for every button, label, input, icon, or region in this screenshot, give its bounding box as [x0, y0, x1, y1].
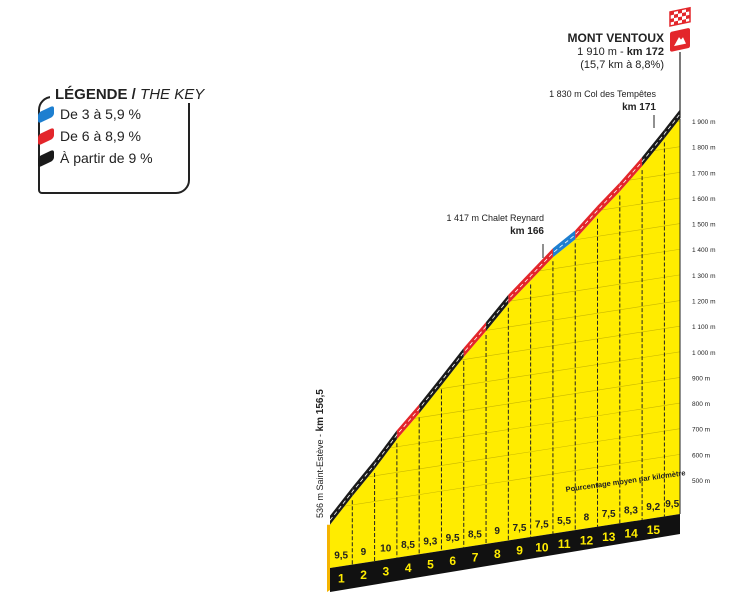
gridline	[344, 454, 681, 507]
gridline	[461, 325, 681, 361]
gradient-label: 10	[380, 543, 392, 554]
gridline	[390, 402, 681, 449]
km-label: 4	[405, 561, 412, 575]
km-label: 1	[338, 571, 345, 585]
road-segment	[597, 182, 620, 215]
legend-label: À partir de 9 %	[60, 150, 153, 166]
gradient-label: 8	[584, 512, 590, 523]
legend-label: De 3 à 5,9 %	[60, 106, 141, 122]
gridline	[486, 300, 681, 331]
gradient-label: 8,5	[401, 540, 415, 551]
km-label: 15	[647, 523, 661, 537]
mountain-badge-icon	[670, 28, 690, 52]
gridline	[414, 377, 681, 419]
road-segment	[419, 376, 442, 414]
gradient-label: 9,5	[334, 550, 348, 561]
gridline	[629, 172, 681, 181]
km-label: 11	[558, 537, 571, 551]
km-label: 13	[602, 530, 616, 544]
road-segment	[374, 430, 397, 470]
profile-front-face	[327, 524, 330, 592]
road-segment	[330, 487, 353, 525]
y-tick-label: 1 700 m	[692, 170, 716, 177]
y-tick-label: 900 m	[692, 375, 710, 382]
waypoint-col-tempetes: 1 830 m Col des Tempêtes	[549, 89, 656, 99]
road-segment	[642, 129, 665, 167]
road-segment	[619, 157, 643, 192]
y-tick-label: 1 900 m	[692, 119, 716, 126]
gridline	[368, 428, 681, 478]
legend-title-fr: LÉGENDE	[55, 86, 128, 103]
km-label: 10	[535, 540, 549, 554]
y-tick-label: 500 m	[692, 478, 710, 485]
profile-area	[330, 118, 680, 568]
road-segment	[396, 404, 420, 440]
y-tick-label: 700 m	[692, 427, 710, 434]
gradient-label: 7,5	[513, 523, 527, 534]
km-label: 9	[516, 544, 523, 558]
y-tick-label: 1 300 m	[692, 273, 716, 280]
y-tick-label: 600 m	[692, 452, 710, 459]
km-band	[330, 514, 680, 592]
y-tick-label: 1 200 m	[692, 299, 716, 306]
y-tick-label: 1 000 m	[692, 350, 716, 357]
summit-name: MONT VENTOUX	[568, 31, 664, 45]
km-label: 5	[427, 557, 434, 571]
summit-stats: (15,7 km à 8,8%)	[580, 59, 664, 71]
road-segment	[552, 230, 576, 258]
legend-title-en: THE KEY	[140, 86, 205, 103]
gradient-label: 9	[494, 526, 500, 537]
gridline	[510, 274, 681, 302]
gradient-label: 7,5	[535, 519, 549, 530]
y-tick-label: 1 100 m	[692, 324, 716, 331]
gradient-label: 5,5	[557, 516, 571, 527]
gradient-label: 9,3	[423, 537, 437, 548]
road-segment	[508, 271, 531, 304]
gradient-label: 9,2	[646, 502, 660, 513]
y-tick-label: 1 400 m	[692, 247, 716, 254]
summit-details: 1 910 m - km 172	[577, 46, 664, 58]
gradient-label: 9,5	[665, 499, 679, 510]
gradient-label: 7,5	[602, 509, 616, 520]
y-tick-label: 1 800 m	[692, 145, 716, 152]
start-label: 536 m Saint-Estève - km 156,5	[315, 389, 326, 518]
start-place: 536 m Saint-Estève -	[315, 431, 325, 518]
gradient-label: 9	[361, 547, 367, 558]
waypoint-chalet-reynard: 1 417 m Chalet Reynard	[446, 213, 544, 223]
km-label: 3	[383, 564, 390, 578]
km-label: 6	[449, 554, 456, 568]
gradient-label: 9,5	[446, 533, 460, 544]
gradient-label: 8,5	[468, 530, 482, 541]
km-label: 2	[360, 568, 367, 582]
legend-label: De 6 à 8,9 %	[60, 128, 141, 144]
gridline	[654, 146, 681, 151]
checkered-flag-icon	[669, 6, 691, 27]
waypoint-col-tempetes-km: km 171	[622, 102, 656, 113]
summit-alt: 1 910 m -	[577, 46, 627, 58]
road-segment	[352, 460, 375, 497]
gridline	[539, 248, 681, 272]
legend-title: LÉGENDE / THE KEY	[50, 86, 210, 103]
gridline	[602, 197, 681, 211]
waypoint-chalet-reynard-km: km 166	[510, 226, 544, 237]
gradient-label: 8,3	[624, 506, 638, 517]
summit-km: km 172	[627, 46, 664, 58]
legend-item-mid: De 6 à 8,9 %	[38, 127, 141, 146]
km-label: 8	[494, 547, 501, 561]
km-label: 14	[624, 527, 638, 541]
y-tick-label: 800 m	[692, 401, 710, 408]
y-tick-label: 1 600 m	[692, 196, 716, 203]
km-label: 12	[580, 533, 594, 547]
legend-item-high: À partir de 9 %	[38, 149, 153, 168]
start-km: km 156,5	[315, 389, 326, 432]
y-tick-label: 1 500 m	[692, 222, 716, 229]
gridline	[574, 223, 681, 241]
gridline	[438, 351, 681, 390]
legend-item-low: De 3 à 5,9 %	[38, 105, 141, 124]
km-label: 7	[472, 551, 479, 565]
road-segment	[664, 109, 680, 139]
